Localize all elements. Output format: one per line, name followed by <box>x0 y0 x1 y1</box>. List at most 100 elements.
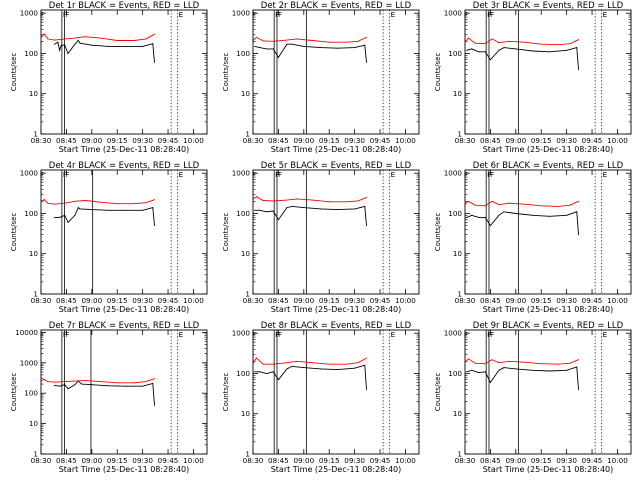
time-marker-label: F <box>464 170 468 179</box>
chart-title: Det 1r BLACK = Events, RED = LLD <box>49 1 200 11</box>
y-tick-label: 1000 <box>444 329 463 338</box>
x-tick-label: 09:15 <box>531 296 552 305</box>
events-point <box>108 209 110 211</box>
x-tick-label: 10:00 <box>607 296 628 305</box>
lld-point <box>99 201 101 203</box>
x-tick-label: 09:30 <box>556 456 577 465</box>
events-point <box>286 368 288 370</box>
x-tick-label: 09:15 <box>319 296 340 305</box>
events-point <box>549 215 551 217</box>
detector-panel: Det 4r BLACK = Events, RED = LLD 1 10 100 10… <box>10 161 208 314</box>
lld-point <box>474 204 476 206</box>
events-point <box>286 207 288 209</box>
events-series-line <box>54 380 155 406</box>
lld-point <box>357 40 359 42</box>
events-point <box>74 384 76 386</box>
lld-point <box>328 201 330 203</box>
events-point <box>259 371 261 373</box>
y-tick-label: 10 <box>29 249 39 258</box>
y-axis-label: Counts/sec <box>10 373 18 412</box>
x-tick-label: 09:45 <box>158 456 179 465</box>
events-point <box>74 43 76 45</box>
time-marker-label: F <box>252 330 256 339</box>
plot-frame <box>252 169 420 295</box>
y-axis-label: Counts/sec <box>222 373 230 412</box>
plot-area <box>253 330 391 454</box>
lld-point <box>467 200 469 202</box>
lld-point <box>540 43 542 45</box>
plot-frame <box>40 169 208 295</box>
x-tick-label: 08:45 <box>268 456 289 465</box>
lld-point <box>153 199 155 201</box>
y-tick-label: 100 <box>448 209 462 218</box>
plot-area <box>253 170 391 294</box>
x-tick-label: 10:00 <box>395 136 416 145</box>
events-point <box>364 205 366 207</box>
x-tick-label: 09:30 <box>556 296 577 305</box>
events-point <box>77 39 79 41</box>
chart-title: Det 9r BLACK = Events, RED = LLD <box>473 321 624 331</box>
events-point <box>254 371 256 373</box>
x-tick-label: 09:45 <box>158 296 179 305</box>
detector-panel: Det 2r BLACK = Events, RED = LLD 1 10 100 10… <box>222 1 420 154</box>
events-point <box>272 210 274 212</box>
time-marker-label: E <box>179 170 184 179</box>
time-marker-label: F <box>252 170 256 179</box>
events-point <box>577 388 579 390</box>
lld-point <box>577 359 579 361</box>
events-point <box>466 371 468 373</box>
events-point <box>576 47 578 49</box>
x-tick-label: 09:00 <box>293 296 314 305</box>
y-tick-label: 10 <box>241 249 251 258</box>
plot-area <box>41 330 179 454</box>
y-tick-label: 10 <box>453 409 463 418</box>
y-tick-label: 1 <box>33 290 38 299</box>
events-point <box>152 207 154 209</box>
y-axis-label: Counts/sec <box>434 53 442 92</box>
events-point <box>489 381 491 383</box>
lld-point <box>569 362 571 364</box>
lld-point <box>262 199 264 201</box>
y-tick-label: 1000 <box>444 9 463 18</box>
plot-frame <box>464 9 632 135</box>
lld-point <box>47 381 49 383</box>
plot-area <box>253 10 391 134</box>
lld-point <box>133 39 135 41</box>
lld-point <box>64 202 66 204</box>
detector-panel: Det 6r BLACK = Events, RED = LLD 1 10 100 10… <box>434 161 632 314</box>
events-point <box>365 61 367 63</box>
events-point <box>64 214 66 216</box>
events-point <box>576 211 578 213</box>
y-axis-label: Counts/sec <box>222 53 230 92</box>
time-marker-label: F <box>40 330 44 339</box>
events-point <box>515 368 517 370</box>
lld-point <box>345 41 347 43</box>
y-tick-label: 10 <box>29 419 39 428</box>
y-tick-label: 1 <box>245 130 250 139</box>
plot-frame <box>464 329 632 455</box>
lld-point <box>557 44 559 46</box>
x-tick-label: 09:45 <box>370 456 391 465</box>
lld-point <box>153 378 155 380</box>
lld-point <box>508 360 510 362</box>
chart-title: Det 3r BLACK = Events, RED = LLD <box>473 1 624 11</box>
x-tick-label: 09:45 <box>370 136 391 145</box>
events-point <box>54 216 56 218</box>
events-point <box>566 49 568 51</box>
chart-title: Det 7r BLACK = Events, RED = LLD <box>49 321 200 331</box>
x-tick-label: 08:30 <box>455 456 476 465</box>
detector-panel: Det 9r BLACK = Events, RED = LLD 1 10 100 10… <box>434 321 632 474</box>
plot-area <box>465 170 603 294</box>
time-marker-label: F <box>487 170 491 179</box>
events-point <box>67 52 69 54</box>
y-tick-label: 100 <box>236 209 250 218</box>
events-point <box>108 45 110 47</box>
events-point <box>266 372 268 374</box>
x-tick-label: 09:00 <box>505 456 526 465</box>
x-tick-label: 08:30 <box>455 296 476 305</box>
events-point <box>498 369 500 371</box>
y-tick-label: 1 <box>33 130 38 139</box>
lld-point <box>491 200 493 202</box>
lld-point <box>272 40 274 42</box>
time-marker-label: F <box>487 10 491 19</box>
